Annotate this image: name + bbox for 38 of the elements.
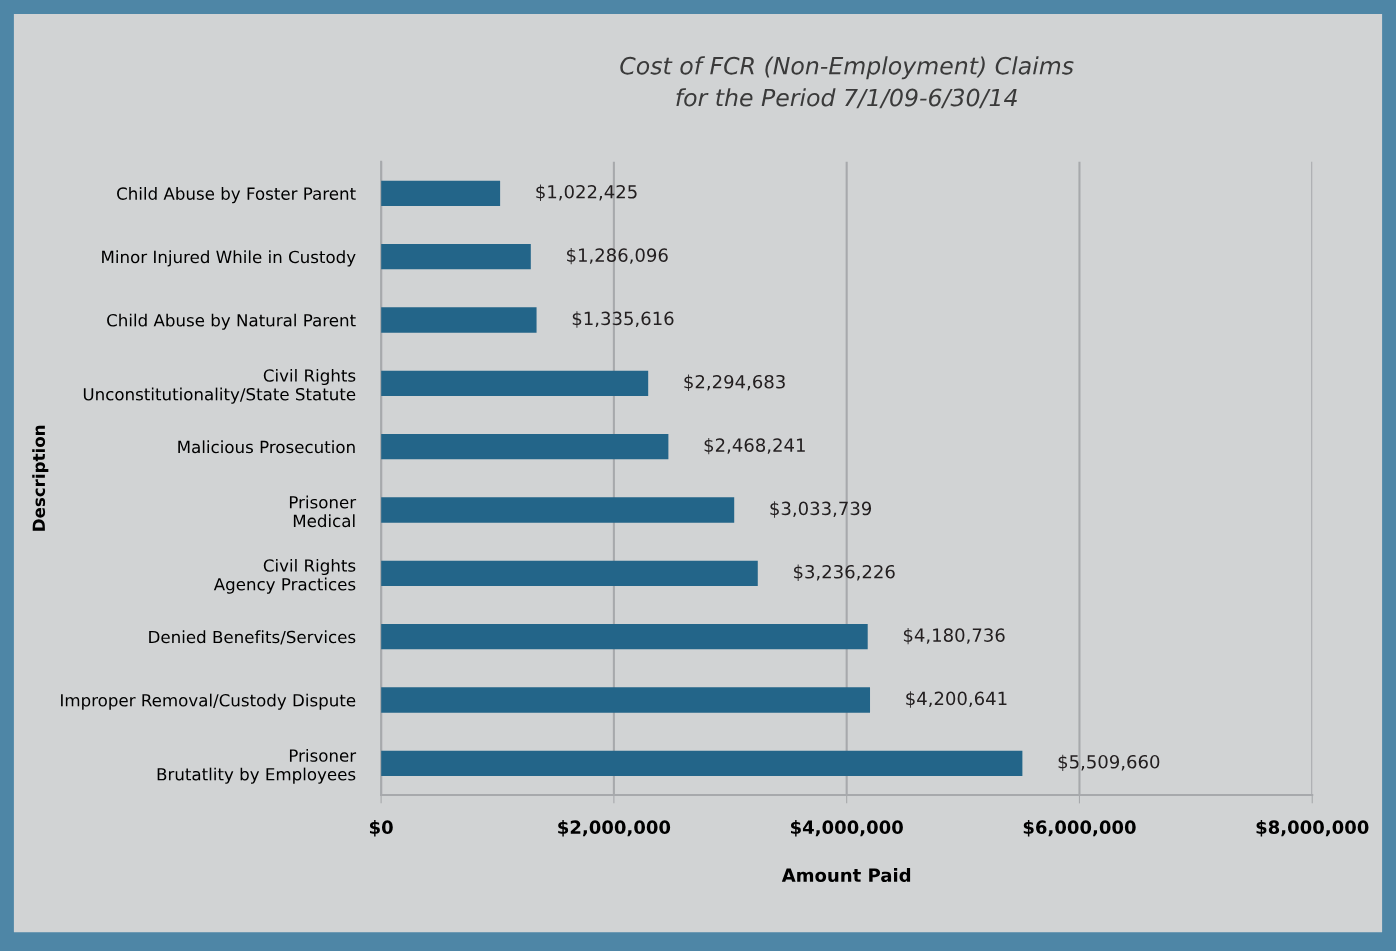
y-tick-label: Prisoner Medical [289, 495, 357, 528]
bar [381, 687, 871, 713]
data-label: $3,033,739 [770, 501, 872, 518]
y-tick-label: Prisoner Brutatlity by Employees [157, 748, 357, 784]
data-label: $1,022,425 [536, 184, 637, 201]
bar [381, 624, 868, 650]
y-tick-label: Malicious Prosecution [178, 440, 355, 454]
data-label: $5,509,660 [1058, 754, 1160, 771]
bar [381, 180, 501, 207]
data-label: $4,200,641 [906, 691, 1007, 708]
y-tick-label: Civil Rights Unconstitutionality/State Statute [83, 368, 356, 404]
data-label: $3,236,226 [794, 564, 895, 581]
x-tick-label: $8,000,000 [1256, 820, 1369, 837]
y-tick-label: Child Abuse by Natural Parent [107, 313, 356, 330]
x-tick-label: $0 [369, 820, 393, 837]
bar [381, 434, 669, 460]
bar [381, 497, 735, 523]
y-axis-title: Description [32, 425, 49, 531]
x-tick-label: $4,000,000 [790, 820, 903, 837]
data-label: $2,468,241 [704, 437, 805, 455]
x-tick-label: $6,000,000 [1023, 820, 1136, 837]
bar [381, 750, 1023, 777]
bar [381, 244, 531, 270]
y-tick-label: Denied Benefits/Services [149, 630, 356, 645]
y-tick-label: Improper Removal/Custody Dispute [61, 693, 356, 710]
data-label: $1,335,616 [572, 311, 674, 328]
bar [381, 307, 537, 333]
chart-title: Cost of FCR (Non-Employment) Claims for the Period 7/1/09-6/30/14 [620, 56, 1074, 109]
x-axis-title: Amount Paid [781, 868, 911, 883]
bar [381, 370, 649, 397]
y-tick-label: Child Abuse by Foster Parent [117, 187, 356, 204]
data-label: $2,294,683 [684, 374, 785, 391]
x-tick-label: $2,000,000 [558, 820, 671, 837]
data-label: $1,286,096 [567, 247, 668, 265]
data-label: $4,180,736 [903, 627, 1005, 645]
bar [381, 560, 758, 587]
y-tick-label: Civil Rights Agency Practices [213, 558, 356, 594]
y-tick-label: Minor Injured While in Custody [102, 250, 356, 267]
